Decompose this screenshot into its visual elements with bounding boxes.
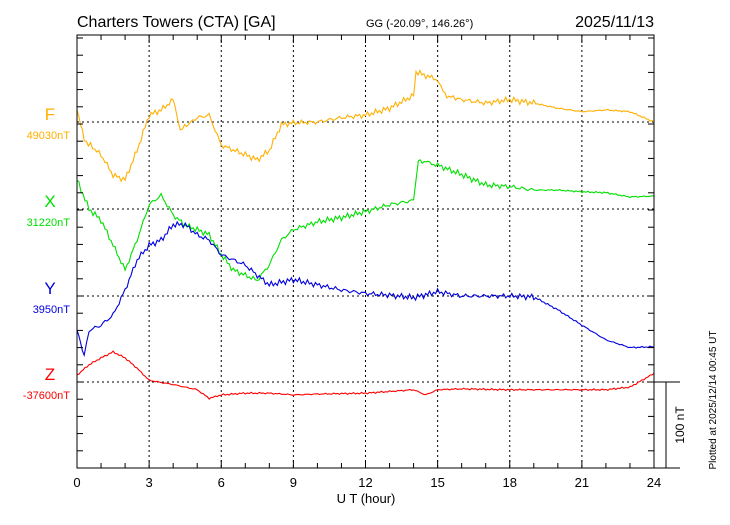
- x-tick-label: 18: [503, 475, 517, 490]
- x-tick-label: 6: [218, 475, 225, 490]
- plotted-note: Plotted at 2025/12/14 00:45 UT: [708, 331, 719, 470]
- chart-subtitle: GG (-20.09°, 146.26°): [366, 18, 473, 30]
- series-baseline-z: -37600nT: [23, 390, 70, 402]
- chart-date: 2025/11/13: [575, 14, 654, 31]
- ticks: 0 3 6 9 12 15 18 21 24: [73, 35, 661, 490]
- series-name-f: F: [45, 105, 55, 124]
- series-baseline-y: 3950nT: [33, 304, 71, 316]
- scale-bar-label: 100 nT: [673, 406, 687, 444]
- series-line-f: [76, 69, 655, 183]
- grid: [77, 35, 654, 468]
- series-labels: F 49030nT X 31220nT Y 3950nT Z -37600nT: [23, 105, 70, 402]
- series-name-z: Z: [45, 365, 55, 384]
- x-tick-label: 9: [290, 475, 297, 490]
- series-group: [76, 69, 655, 400]
- series-baseline-f: 49030nT: [27, 130, 71, 142]
- x-tick-label: 3: [146, 475, 153, 490]
- series-line-z: [76, 350, 655, 400]
- series-name-y: Y: [44, 279, 55, 298]
- series-baseline-x: 31220nT: [27, 217, 71, 229]
- x-tick-label: 15: [430, 475, 444, 490]
- x-tick-label: 24: [647, 475, 661, 490]
- x-tick-label: 0: [73, 475, 80, 490]
- series-line-x: [76, 159, 655, 281]
- x-axis-label: U T (hour): [337, 491, 396, 506]
- chart-title: Charters Towers (CTA) [GA]: [77, 14, 276, 31]
- x-tick-label: 12: [358, 475, 372, 490]
- x-tick-label: 21: [575, 475, 589, 490]
- series-name-x: X: [44, 192, 55, 211]
- series-line-y: [76, 220, 655, 358]
